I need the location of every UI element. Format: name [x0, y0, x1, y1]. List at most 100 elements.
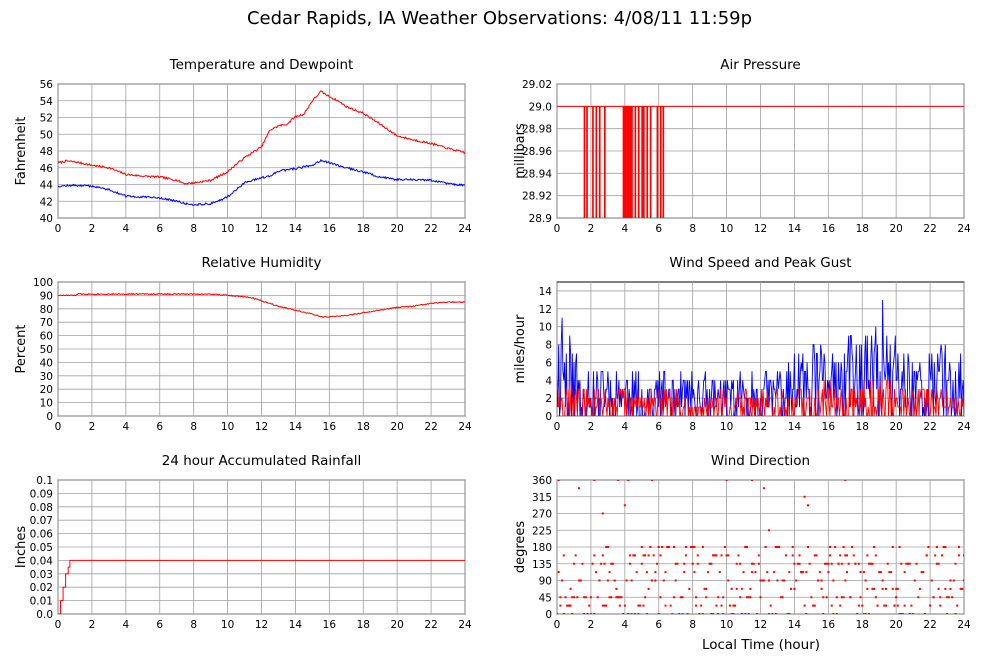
x-tick-label: 2 [89, 223, 96, 235]
direction-point [793, 562, 796, 565]
direction-point [927, 546, 930, 548]
direction-point [803, 604, 806, 607]
y-tick-label: 50 [40, 129, 53, 141]
direction-point [840, 562, 843, 565]
x-tick-label: 12 [255, 223, 268, 235]
direction-point [589, 596, 592, 599]
direction-point [745, 546, 748, 548]
direction-point [935, 546, 938, 548]
direction-point [606, 579, 609, 582]
direction-point [835, 596, 838, 599]
x-tick-label: 0 [55, 421, 62, 433]
x-tick-label: 18 [856, 223, 869, 235]
x-tick-label: 4 [621, 619, 628, 631]
direction-point [712, 613, 715, 614]
direction-point [776, 546, 779, 548]
direction-point [618, 596, 621, 599]
direction-point [839, 554, 842, 557]
direction-point [837, 562, 840, 565]
direction-point [954, 613, 957, 614]
y-tick-label: 54 [40, 96, 54, 108]
direction-point [751, 571, 754, 574]
direction-point [832, 579, 835, 582]
direction-point [579, 579, 582, 582]
plot-marks [58, 90, 465, 207]
direction-point [751, 562, 754, 565]
x-tick-label: 16 [822, 619, 836, 631]
y-tick-label: 28.94 [522, 168, 552, 180]
y-tick-label: 0.07 [30, 515, 53, 527]
x-tick-label: 22 [424, 421, 437, 433]
direction-point [557, 480, 560, 481]
direction-point [849, 596, 852, 599]
x-tick-label: 8 [190, 421, 197, 433]
direction-point [901, 613, 904, 614]
x-axis-label: Local Time (hour) [702, 637, 820, 653]
direction-point [796, 562, 799, 565]
direction-point [710, 562, 713, 565]
direction-point [769, 604, 772, 607]
direction-point [737, 554, 740, 557]
x-tick-label: 6 [655, 223, 662, 235]
y-axis-label: degrees [513, 521, 528, 574]
plot-marks [557, 299, 964, 416]
x-tick-label: 4 [122, 223, 129, 235]
direction-point [630, 579, 633, 582]
direction-point [759, 579, 762, 582]
series-line-red [58, 559, 465, 614]
direction-point [825, 562, 828, 565]
direction-point [827, 562, 830, 565]
direction-point [935, 562, 938, 565]
direction-point [895, 587, 898, 590]
direction-point [820, 587, 823, 590]
y-tick-label: 0.06 [30, 529, 54, 541]
y-tick-label: 270 [532, 509, 552, 521]
direction-point [578, 579, 581, 582]
direction-point [861, 604, 864, 607]
direction-point [691, 562, 694, 565]
x-tick-label: 4 [621, 421, 628, 433]
x-tick-label: 8 [689, 223, 696, 235]
direction-point [684, 554, 687, 557]
series-line-blue [58, 158, 465, 207]
y-tick-label: 28.9 [529, 213, 552, 225]
direction-point [669, 604, 672, 607]
y-tick-label: 48 [40, 146, 53, 158]
x-tick-label: 0 [55, 223, 62, 235]
y-tick-label: 56 [40, 79, 54, 91]
direction-point [929, 604, 932, 607]
direction-point [818, 571, 821, 574]
direction-point [691, 546, 694, 548]
y-tick-label: 360 [532, 475, 552, 487]
direction-point [939, 604, 942, 607]
direction-point [951, 596, 954, 599]
x-tick-label: 18 [357, 223, 370, 235]
direction-point [583, 596, 586, 599]
x-tick-label: 4 [122, 619, 129, 631]
x-tick-label: 10 [221, 421, 234, 433]
direction-point [944, 587, 947, 590]
direction-point [908, 562, 911, 565]
direction-point [874, 554, 877, 557]
direction-point [910, 604, 913, 607]
direction-point [739, 596, 742, 599]
x-tick-label: 16 [323, 619, 337, 631]
direction-point [606, 546, 609, 548]
direction-point [618, 604, 621, 607]
direction-point [589, 613, 592, 614]
y-tick-label: 90 [539, 576, 552, 588]
direction-point [829, 554, 832, 557]
direction-point [601, 554, 604, 557]
x-tick-label: 6 [655, 619, 662, 631]
direction-point [762, 579, 765, 582]
direction-point [567, 604, 570, 607]
direction-point [571, 596, 574, 599]
direction-point [922, 571, 925, 574]
x-tick-label: 0 [554, 619, 561, 631]
direction-point [627, 613, 630, 614]
direction-point [744, 546, 747, 548]
direction-point [957, 554, 960, 557]
direction-point [773, 571, 776, 574]
direction-point [940, 554, 943, 557]
direction-point [871, 562, 874, 565]
